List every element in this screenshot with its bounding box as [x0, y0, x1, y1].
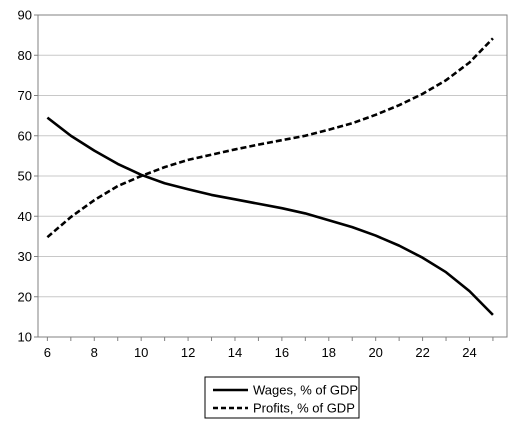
legend-box	[204, 376, 360, 419]
y-tick-label: 30	[18, 249, 32, 264]
y-tick-label: 90	[18, 8, 32, 23]
y-tick-label: 70	[18, 88, 32, 103]
x-tick-label: 22	[415, 345, 429, 360]
x-tick-label: 20	[368, 345, 382, 360]
legend-label-wages: Wages, % of GDP	[253, 383, 358, 398]
x-axis-ticks: 6 8 10 12 14 16 18 20 22 24	[44, 337, 494, 360]
y-tick-label: 10	[18, 330, 32, 345]
series-line-wages	[46, 116, 494, 316]
series-line-profits	[46, 37, 494, 239]
legend: Wages, % of GDP Profits, % of GDP	[204, 376, 360, 419]
y-tick-label: 50	[18, 169, 32, 184]
gridlines	[38, 54, 507, 298]
x-tick-label: 8	[91, 345, 98, 360]
y-tick-label: 20	[18, 289, 32, 304]
legend-label-profits: Profits, % of GDP	[253, 401, 355, 416]
x-tick-label: 24	[462, 345, 476, 360]
y-tick-label: 60	[18, 128, 32, 143]
y-tick-label: 40	[18, 209, 32, 224]
y-axis-ticks: 10 20 30 40 50 60 70 80 90	[18, 8, 38, 345]
x-tick-label: 10	[134, 345, 148, 360]
series-lines	[46, 37, 494, 316]
x-tick-label: 16	[275, 345, 289, 360]
x-tick-label: 6	[44, 345, 51, 360]
x-tick-label: 18	[322, 345, 336, 360]
y-tick-label: 80	[18, 48, 32, 63]
x-tick-label: 12	[181, 345, 195, 360]
x-tick-label: 14	[228, 345, 242, 360]
